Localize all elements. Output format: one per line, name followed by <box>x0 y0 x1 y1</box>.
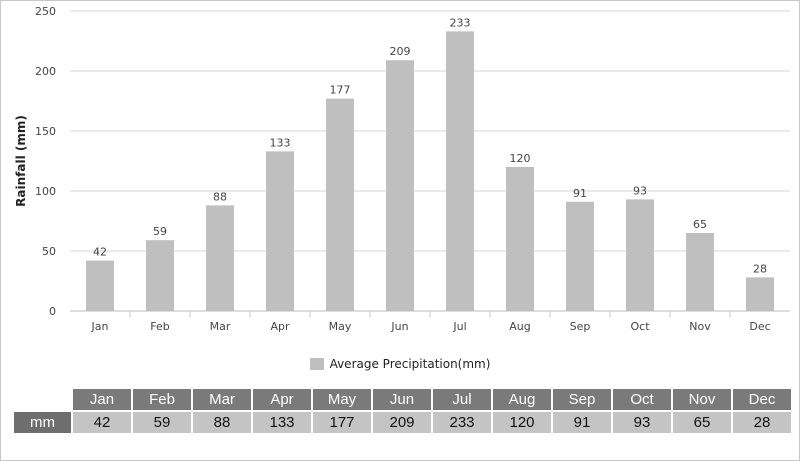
bars <box>86 31 774 312</box>
table-header-cell: May <box>313 389 371 410</box>
y-tick-label: 0 <box>49 305 56 318</box>
y-axis-ticks: 0 50 100 150 200 250 <box>35 5 56 318</box>
table-row-label: mm <box>14 412 71 433</box>
x-tick-label: Dec <box>749 320 770 333</box>
data-label: 233 <box>450 16 471 29</box>
x-tick-label: Oct <box>630 320 650 333</box>
table-header-cell: Aug <box>493 389 551 410</box>
table-cell: 233 <box>433 412 491 433</box>
table-header-cell: Mar <box>193 389 251 410</box>
x-tick-label: Apr <box>270 320 290 333</box>
data-label: 93 <box>633 184 647 197</box>
table-cell: 28 <box>733 412 791 433</box>
precipitation-bar-chart: 0 50 100 150 200 250 42 59 88 133 177 209 233 120 91 9… <box>14 5 790 333</box>
y-tick-label: 200 <box>35 65 56 78</box>
legend-label: Average Precipitation(mm) <box>329 357 491 371</box>
x-axis-ticks: Jan Feb Mar Apr May Jun Jul Aug Sep Oct Nov Dec <box>91 311 771 333</box>
bar <box>686 233 714 311</box>
table-header-row: Jan Feb Mar Apr May Jun Jul Aug Sep Oct Nov Dec <box>14 389 791 410</box>
bar <box>206 205 234 311</box>
table-header-cell: Apr <box>253 389 311 410</box>
table-cell: 120 <box>493 412 551 433</box>
table-header-cell: Jul <box>433 389 491 410</box>
table-header-cell: Sep <box>553 389 611 410</box>
x-tick-label: Jun <box>390 320 408 333</box>
table-header-cell: Jan <box>73 389 131 410</box>
gridlines <box>70 10 790 312</box>
data-label: 133 <box>270 136 291 149</box>
table-cell: 177 <box>313 412 371 433</box>
x-tick-label: Jul <box>452 320 466 333</box>
bar <box>326 98 354 311</box>
table-cell: 91 <box>553 412 611 433</box>
data-label: 91 <box>573 187 587 200</box>
data-label: 28 <box>753 262 767 275</box>
bar <box>746 277 774 311</box>
table-header-cell: Feb <box>133 389 191 410</box>
data-labels: 42 59 88 133 177 209 233 120 91 93 65 28 <box>93 16 767 275</box>
table-row: mm 42 59 88 133 177 209 233 120 91 93 65 28 <box>14 412 791 433</box>
table-header-cell: Oct <box>613 389 671 410</box>
bar <box>566 201 594 311</box>
data-label: 59 <box>153 225 167 238</box>
bar <box>626 199 654 311</box>
table-cell: 65 <box>673 412 731 433</box>
y-tick-label: 150 <box>35 125 56 138</box>
y-tick-label: 250 <box>35 5 56 18</box>
y-tick-label: 50 <box>42 245 56 258</box>
table-header-cell: Dec <box>733 389 791 410</box>
table-header-cell: Jun <box>373 389 431 410</box>
table-corner <box>14 389 71 410</box>
bar <box>446 31 474 312</box>
x-tick-label: Nov <box>689 320 711 333</box>
x-tick-label: Aug <box>509 320 530 333</box>
data-label: 209 <box>390 45 411 58</box>
x-tick-label: May <box>329 320 352 333</box>
table-cell: 42 <box>73 412 131 433</box>
table-header-cell: Nov <box>673 389 731 410</box>
bar <box>386 60 414 312</box>
data-label: 65 <box>693 218 707 231</box>
legend-swatch <box>309 358 324 370</box>
table-cell: 59 <box>133 412 191 433</box>
x-tick-label: Jan <box>91 320 109 333</box>
bar <box>146 240 174 311</box>
bar <box>266 151 294 311</box>
data-label: 42 <box>93 246 107 259</box>
legend: Average Precipitation(mm) <box>0 357 800 371</box>
x-tick-label: Sep <box>570 320 591 333</box>
y-tick-label: 100 <box>35 185 56 198</box>
bar <box>506 167 534 311</box>
table-cell: 209 <box>373 412 431 433</box>
x-tick-label: Feb <box>150 320 169 333</box>
table-cell: 133 <box>253 412 311 433</box>
table-cell: 93 <box>613 412 671 433</box>
data-label: 88 <box>213 190 227 203</box>
bar <box>86 260 114 311</box>
x-tick-label: Mar <box>210 320 231 333</box>
data-table: Jan Feb Mar Apr May Jun Jul Aug Sep Oct Nov Dec mm … <box>12 387 793 435</box>
data-label: 120 <box>510 152 531 165</box>
table-cell: 88 <box>193 412 251 433</box>
y-axis-title: Rainfall (mm) <box>14 115 28 207</box>
data-label: 177 <box>330 84 351 97</box>
